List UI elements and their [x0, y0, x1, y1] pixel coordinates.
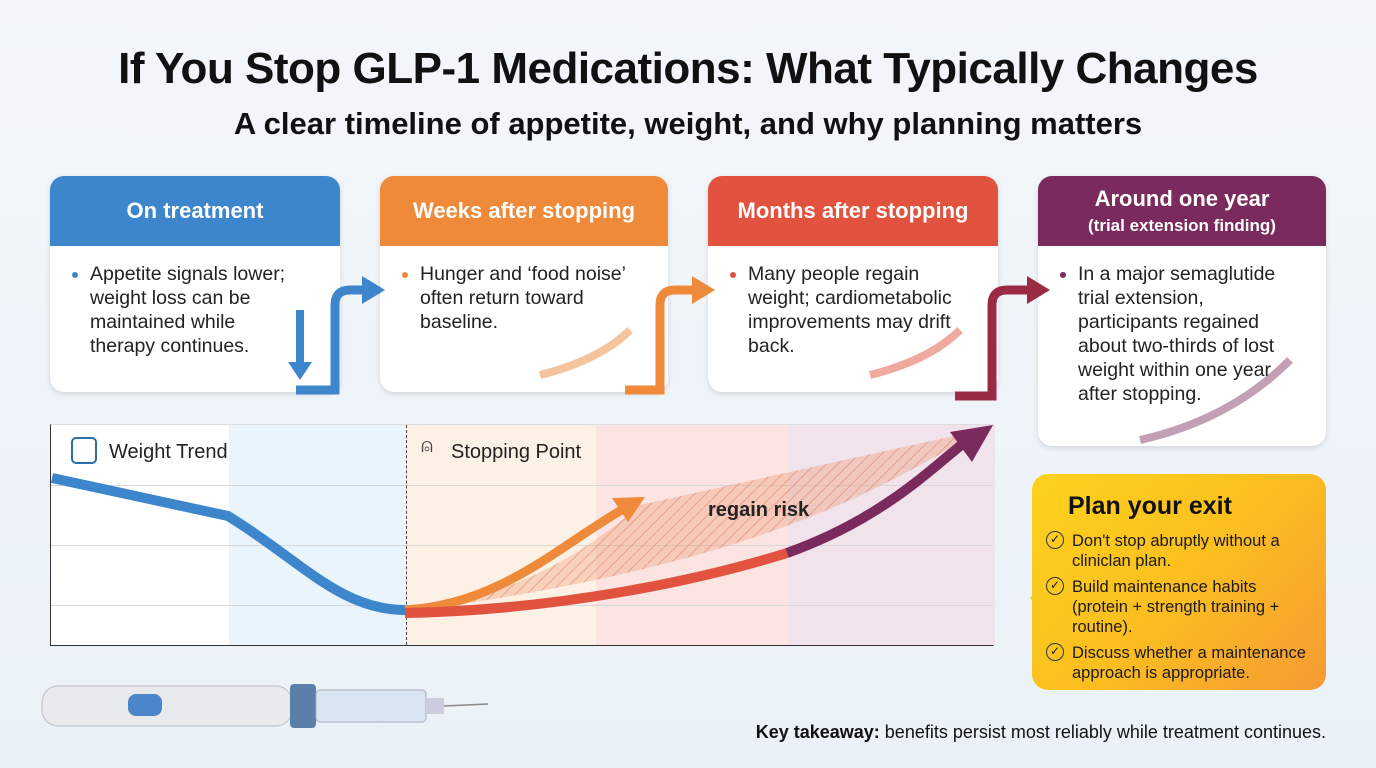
trend-up-arrow	[1139, 357, 1293, 444]
stopping-point-label: Stopping Point	[451, 441, 582, 463]
takeaway-label: Key takeaway:	[755, 722, 880, 742]
plan-item-text: Discuss whether a maintenance approach i…	[1072, 644, 1306, 682]
stage-text: Many people regain weight; cardiometabol…	[708, 246, 998, 358]
connector-arrow-1	[296, 285, 365, 395]
connector-arrow-3	[955, 285, 1030, 401]
stage-card-on-treatment: On treatment Appetite signals lower; wei…	[50, 176, 340, 392]
stage-title: Around one year	[1094, 186, 1270, 211]
weight-trend-label: Weight Trend	[109, 441, 228, 463]
stage-title: Weeks after stopping	[412, 198, 636, 223]
stage-header: Months after stopping	[708, 176, 998, 246]
scale-icon	[71, 437, 97, 464]
check-circle-icon: ✓	[1046, 643, 1064, 661]
check-circle-icon: ✓	[1046, 577, 1064, 595]
injection-pen-image	[41, 684, 489, 728]
plan-item-text: Build maintenance habits (protein + stre…	[1072, 578, 1280, 636]
page-subtitle: A clear timeline of appetite, weight, an…	[233, 106, 1143, 141]
stage-card-one-year: Around one year (trial extension finding)…	[1038, 176, 1326, 446]
key-takeaway: Key takeaway: benefits persist most reli…	[756, 722, 1326, 743]
trend-up-arrow	[869, 327, 963, 379]
stopping-point-line	[406, 425, 407, 645]
plan-item: ✓ Build maintenance habits (protein + str…	[1046, 577, 1312, 637]
plan-item: ✓ Don't stop abruptly without a cliniclan…	[1046, 531, 1312, 571]
takeaway-text: benefits persist most reliably while tre…	[879, 722, 1326, 742]
stage-text: Hunger and ‘food noise’ often return tow…	[380, 246, 668, 334]
plan-your-exit-box: Plan your exit ✓ Don't stop abruptly with…	[1032, 474, 1326, 690]
person-icon: ⍝	[421, 435, 433, 457]
red-regain-line	[404, 548, 789, 618]
stage-header: Around one year (trial extension finding)	[1038, 176, 1326, 246]
connector-arrow-2	[625, 285, 695, 395]
stage-text: Appetite signals lower; weight loss can …	[50, 246, 340, 358]
plan-item: ✓ Discuss whether a maintenance approach …	[1046, 643, 1312, 683]
regain-risk-label: regain risk	[708, 499, 810, 521]
stage-header: Weeks after stopping	[380, 176, 668, 246]
orange-arrowhead	[612, 497, 645, 522]
plan-item-text: Don't stop abruptly without a cliniclan …	[1072, 532, 1280, 570]
regain-risk-area	[405, 428, 990, 612]
page-title: If You Stop GLP-1 Medications: What Typi…	[118, 44, 1258, 93]
stage-card-weeks: Weeks after stopping Hunger and ‘food no…	[380, 176, 668, 392]
stage-header: On treatment	[50, 176, 340, 246]
plan-title: Plan your exit	[1068, 492, 1232, 520]
purple-regain-line	[785, 438, 969, 558]
weight-loss-line	[50, 473, 406, 615]
stage-note: (trial extension finding)	[1088, 216, 1276, 235]
purple-arrowhead	[950, 425, 993, 462]
stage-text: In a major semaglutide trial extension, …	[1038, 246, 1326, 406]
trend-up-arrow	[539, 327, 633, 379]
stage-card-months: Months after stopping Many people regain…	[708, 176, 998, 392]
orange-regain-line	[404, 504, 628, 615]
stage-title: Months after stopping	[737, 198, 969, 223]
check-circle-icon: ✓	[1046, 531, 1064, 549]
stage-title: On treatment	[126, 198, 264, 223]
